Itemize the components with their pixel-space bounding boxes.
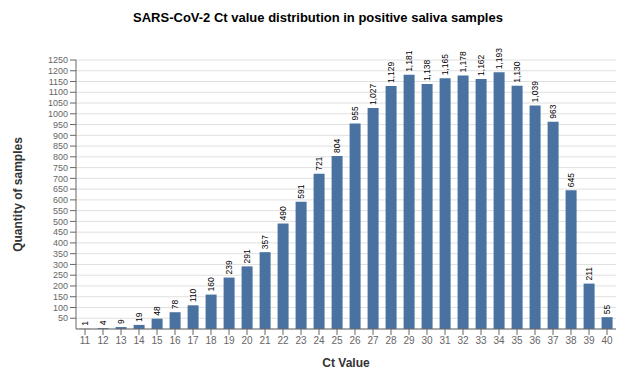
svg-text:78: 78	[170, 299, 180, 309]
svg-text:38: 38	[565, 335, 577, 346]
svg-text:211: 211	[584, 267, 594, 281]
svg-text:1,193: 1,193	[494, 48, 504, 70]
svg-text:600: 600	[53, 195, 68, 205]
svg-text:400: 400	[53, 238, 68, 248]
svg-text:500: 500	[53, 217, 68, 227]
svg-text:9: 9	[116, 319, 126, 324]
svg-text:12: 12	[97, 335, 109, 346]
svg-text:357: 357	[260, 235, 270, 249]
svg-text:490: 490	[278, 206, 288, 220]
svg-text:37: 37	[547, 335, 559, 346]
svg-text:950: 950	[53, 120, 68, 130]
svg-text:1,130: 1,130	[512, 61, 522, 83]
svg-text:239: 239	[224, 260, 234, 274]
svg-text:19: 19	[134, 312, 144, 322]
svg-text:1,039: 1,039	[530, 81, 540, 103]
svg-text:1,162: 1,162	[476, 54, 486, 76]
svg-text:750: 750	[53, 163, 68, 173]
svg-text:15: 15	[151, 335, 163, 346]
svg-text:17: 17	[187, 335, 199, 346]
svg-text:34: 34	[493, 335, 505, 346]
svg-text:1200: 1200	[48, 66, 68, 76]
svg-text:48: 48	[152, 306, 162, 316]
svg-text:20: 20	[241, 335, 253, 346]
svg-text:28: 28	[385, 335, 397, 346]
svg-text:18: 18	[205, 335, 217, 346]
svg-text:350: 350	[53, 249, 68, 259]
svg-text:4: 4	[98, 320, 108, 325]
svg-text:200: 200	[53, 281, 68, 291]
svg-text:35: 35	[511, 335, 523, 346]
svg-text:55: 55	[602, 304, 612, 314]
svg-text:23: 23	[295, 335, 307, 346]
svg-text:1,178: 1,178	[458, 51, 468, 73]
svg-text:291: 291	[242, 249, 252, 263]
svg-text:25: 25	[331, 335, 343, 346]
svg-text:645: 645	[566, 173, 576, 187]
svg-text:1150: 1150	[49, 77, 68, 87]
svg-text:Quantity of samples: Quantity of samples	[11, 137, 25, 252]
svg-text:13: 13	[115, 335, 127, 346]
svg-text:36: 36	[529, 335, 541, 346]
svg-text:955: 955	[350, 106, 360, 120]
svg-text:1,027: 1,027	[368, 83, 378, 105]
svg-text:963: 963	[548, 104, 558, 118]
svg-text:450: 450	[53, 227, 68, 237]
svg-text:1000: 1000	[48, 109, 68, 119]
svg-text:300: 300	[53, 260, 68, 270]
svg-text:33: 33	[475, 335, 487, 346]
svg-text:26: 26	[349, 335, 361, 346]
svg-text:50: 50	[58, 313, 68, 323]
svg-text:850: 850	[53, 141, 68, 151]
svg-text:804: 804	[332, 139, 342, 153]
svg-text:1,129: 1,129	[386, 61, 396, 83]
svg-text:27: 27	[367, 335, 379, 346]
svg-text:1250: 1250	[48, 55, 68, 65]
svg-text:1,138: 1,138	[422, 60, 432, 82]
svg-text:800: 800	[53, 152, 68, 162]
svg-text:550: 550	[53, 206, 68, 216]
svg-text:250: 250	[53, 270, 68, 280]
svg-text:1100: 1100	[49, 87, 68, 97]
svg-text:100: 100	[53, 303, 68, 313]
svg-text:21: 21	[259, 335, 271, 346]
svg-text:1,165: 1,165	[440, 54, 450, 76]
html-text:SARS-CoV-2 Ct value distributi: SARS-CoV-2 Ct value distribution in posi…	[133, 10, 503, 25]
svg-text:Ct Value: Ct Value	[322, 356, 370, 370]
svg-text:30: 30	[421, 335, 433, 346]
svg-text:39: 39	[583, 335, 595, 346]
svg-text:700: 700	[53, 174, 68, 184]
svg-text:14: 14	[133, 335, 145, 346]
svg-text:160: 160	[206, 277, 216, 291]
svg-text:29: 29	[403, 335, 415, 346]
svg-text:650: 650	[53, 184, 68, 194]
svg-text:16: 16	[169, 335, 181, 346]
svg-text:591: 591	[296, 184, 306, 198]
svg-text:40: 40	[601, 335, 613, 346]
svg-text:11: 11	[80, 335, 91, 346]
svg-text:31: 31	[439, 335, 451, 346]
svg-text:19: 19	[223, 335, 235, 346]
svg-text:1: 1	[80, 321, 90, 326]
svg-text:721: 721	[314, 156, 324, 170]
svg-text:32: 32	[457, 335, 469, 346]
svg-text:22: 22	[277, 335, 289, 346]
svg-text:110: 110	[188, 289, 198, 303]
svg-text:900: 900	[53, 131, 68, 141]
svg-text:150: 150	[53, 292, 68, 302]
svg-text:1,181: 1,181	[404, 50, 414, 72]
svg-text:24: 24	[313, 335, 325, 346]
svg-text:1050: 1050	[48, 98, 68, 108]
